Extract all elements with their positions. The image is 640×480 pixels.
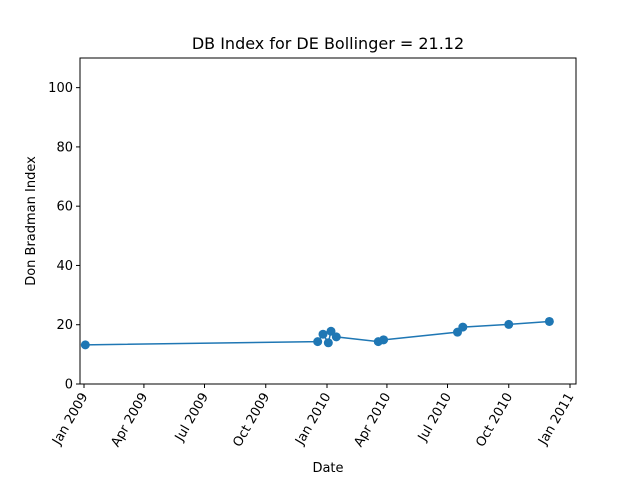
y-tick-label: 20 <box>56 318 73 333</box>
x-tick-label: Jan 2011 <box>535 391 577 449</box>
y-tick-label: 60 <box>56 200 73 215</box>
x-axis: Jan 2009 Apr 2009 Jul 2009 Oct 2009 Jan 2010… <box>49 384 577 450</box>
x-tick-label: Oct 2009 <box>230 391 273 450</box>
data-point <box>318 329 328 339</box>
y-axis: 0 20 40 60 80 100 <box>48 81 80 393</box>
y-tick-label: 100 <box>48 81 73 96</box>
plot-area: 0 20 40 60 80 100 Jan 2009 Apr 2009 Jul 2009 Oct… <box>48 57 577 450</box>
chart-title: DB Index for DE Bollinger = 21.12 <box>192 34 464 53</box>
y-axis-label: Don Bradman Index <box>24 156 39 286</box>
x-axis-label: Date <box>312 461 343 476</box>
data-point <box>313 337 323 347</box>
data-point <box>458 322 468 332</box>
x-tick-label: Jul 2010 <box>415 391 455 445</box>
x-tick-label: Oct 2010 <box>473 391 516 450</box>
x-tick-label: Jan 2010 <box>292 391 334 449</box>
plot-frame <box>79 57 577 385</box>
data-point <box>80 340 90 350</box>
data-point <box>326 326 336 336</box>
series-points <box>80 316 554 350</box>
data-point <box>323 338 333 348</box>
y-tick-label: 80 <box>56 140 73 155</box>
data-point <box>331 332 341 342</box>
x-tick-label: Jul 2009 <box>172 391 212 445</box>
y-tick-label: 40 <box>56 259 73 274</box>
x-tick-label: Apr 2010 <box>352 391 395 450</box>
data-point <box>544 316 554 326</box>
data-point <box>379 335 389 345</box>
x-tick-label: Apr 2009 <box>109 391 152 450</box>
y-tick-label: 0 <box>65 378 73 393</box>
data-point <box>504 319 514 329</box>
x-tick-label: Jan 2009 <box>49 391 91 449</box>
